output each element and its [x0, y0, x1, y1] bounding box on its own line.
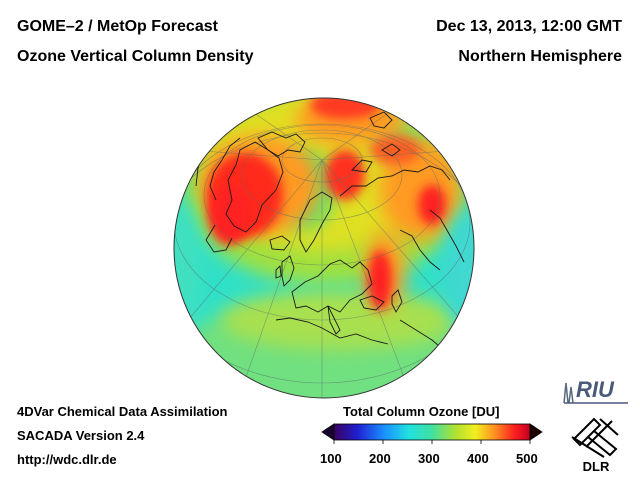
colorbar-left-arrow: [321, 423, 335, 441]
ozone-field: [174, 98, 474, 398]
dlr-logo: DLR: [571, 417, 619, 474]
product-title: GOME–2 / MetOp Forecast: [17, 18, 218, 35]
quantity-title: Ozone Vertical Column Density: [17, 48, 254, 65]
svg-text:DLR: DLR: [583, 459, 610, 474]
graticule: [174, 107, 474, 398]
method-label: 4DVar Chemical Data Assimilation: [17, 404, 228, 419]
colorbar-tick-label: 300: [418, 451, 440, 466]
colorbar-tick-label: 100: [320, 451, 342, 466]
riu-logo: RIU: [563, 377, 628, 404]
globe-outline: [173, 97, 475, 399]
svg-text:RIU: RIU: [576, 377, 615, 402]
region-label: Northern Hemisphere: [458, 48, 622, 65]
datetime-label: Dec 13, 2013, 12:00 GMT: [436, 18, 622, 35]
url-link[interactable]: http://wdc.dlr.de: [17, 452, 117, 467]
colorbar-tick-label: 500: [516, 451, 538, 466]
colorbar-tick-label: 400: [467, 451, 489, 466]
colorbar-gradient: [333, 423, 531, 441]
colorbar-title: Total Column Ozone [DU]: [343, 404, 500, 419]
colorbar-right-arrow: [529, 423, 543, 441]
colorbar-tick-label: 200: [369, 451, 391, 466]
colorbar: [321, 423, 543, 444]
version-label: SACADA Version 2.4: [17, 428, 145, 443]
